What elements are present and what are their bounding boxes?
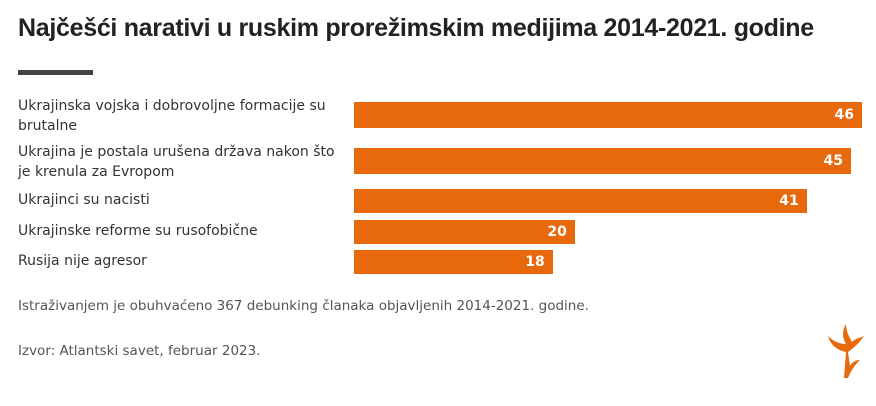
bar [354,102,862,128]
category-label: Ukrajina je postala urušena država nakon… [18,144,335,180]
value-label: 20 [547,224,567,240]
source: Izvor: Atlantski savet, februar 2023. [18,343,261,359]
category-label: Ukrajinske reforme su rusofobične [18,223,258,239]
value-label: 18 [525,254,545,270]
category-label: Ukrajinska vojska i dobrovoljne formacij… [18,98,326,134]
bar [354,250,553,274]
bar [354,148,851,174]
chart-title: Najčešći narativi u ruskim prorežimskim … [18,14,814,42]
title-rule [18,70,93,75]
bar [354,220,575,244]
bar [354,189,807,213]
logo-flame [828,324,864,378]
note: Istraživanjem je obuhvaćeno 367 debunkin… [18,298,589,314]
value-label: 46 [834,107,854,123]
category-label: Ukrajinci su nacisti [18,192,150,208]
category-label: Rusija nije agresor [18,253,147,269]
value-label: 41 [779,193,799,209]
value-label: 45 [823,153,843,169]
logo [828,324,864,378]
